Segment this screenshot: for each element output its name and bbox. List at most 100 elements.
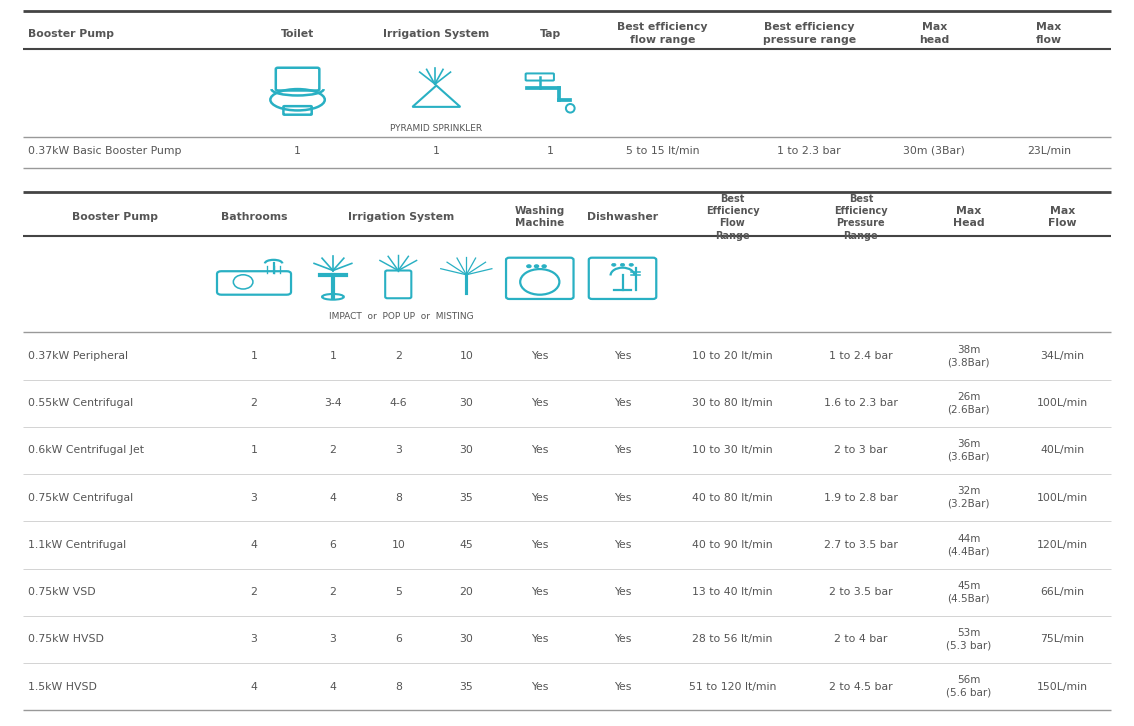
Text: 0.75kW HVSD: 0.75kW HVSD xyxy=(28,635,104,645)
Text: 2: 2 xyxy=(395,351,401,361)
Text: 1.1kW Centrifugal: 1.1kW Centrifugal xyxy=(28,540,126,550)
Text: 2: 2 xyxy=(330,587,337,597)
Text: 2: 2 xyxy=(251,399,257,408)
Circle shape xyxy=(526,265,531,268)
Text: 30: 30 xyxy=(459,399,473,408)
Text: 45m
(4.5Bar): 45m (4.5Bar) xyxy=(948,581,990,603)
Text: Max
Head: Max Head xyxy=(953,206,984,229)
Text: Max
head: Max head xyxy=(920,23,949,45)
Text: 38m
(3.8Bar): 38m (3.8Bar) xyxy=(948,345,990,367)
Text: Max
flow: Max flow xyxy=(1035,23,1061,45)
Text: 10: 10 xyxy=(391,540,405,550)
Text: 45: 45 xyxy=(459,540,473,550)
Text: Irrigation System: Irrigation System xyxy=(383,28,490,38)
Text: Yes: Yes xyxy=(531,682,549,692)
Text: Yes: Yes xyxy=(613,493,632,502)
Text: 30: 30 xyxy=(459,446,473,455)
Text: 40L/min: 40L/min xyxy=(1040,446,1084,455)
Text: 0.37kW Basic Booster Pump: 0.37kW Basic Booster Pump xyxy=(28,146,181,156)
Text: 2: 2 xyxy=(330,446,337,455)
Text: 2: 2 xyxy=(251,587,257,597)
Text: Yes: Yes xyxy=(531,351,549,361)
Text: Booster Pump: Booster Pump xyxy=(28,28,115,38)
Text: Yes: Yes xyxy=(613,446,632,455)
Text: 32m
(3.2Bar): 32m (3.2Bar) xyxy=(948,486,990,509)
Text: 1.6 to 2.3 bar: 1.6 to 2.3 bar xyxy=(824,399,898,408)
Text: 26m
(2.6Bar): 26m (2.6Bar) xyxy=(948,392,990,415)
Text: Best efficiency
flow range: Best efficiency flow range xyxy=(617,23,708,45)
Text: 3: 3 xyxy=(395,446,401,455)
Text: 30m (3Bar): 30m (3Bar) xyxy=(904,146,965,156)
Text: Washing
Machine: Washing Machine xyxy=(515,206,565,229)
Text: 1: 1 xyxy=(294,146,301,156)
Text: 40 to 80 lt/min: 40 to 80 lt/min xyxy=(692,493,772,502)
Text: 2 to 4.5 bar: 2 to 4.5 bar xyxy=(829,682,892,692)
Text: Yes: Yes xyxy=(613,540,632,550)
Text: Best efficiency
pressure range: Best efficiency pressure range xyxy=(763,23,856,45)
Text: 0.55kW Centrifugal: 0.55kW Centrifugal xyxy=(28,399,134,408)
Text: Yes: Yes xyxy=(531,446,549,455)
Text: 44m
(4.4Bar): 44m (4.4Bar) xyxy=(948,534,990,556)
Text: 0.75kW Centrifugal: 0.75kW Centrifugal xyxy=(28,493,134,502)
Text: 30: 30 xyxy=(459,635,473,645)
Text: 2 to 4 bar: 2 to 4 bar xyxy=(835,635,888,645)
Text: 1: 1 xyxy=(433,146,440,156)
Text: 5 to 15 lt/min: 5 to 15 lt/min xyxy=(626,146,699,156)
Text: 23L/min: 23L/min xyxy=(1026,146,1070,156)
Circle shape xyxy=(611,264,616,266)
Text: 0.6kW Centrifugal Jet: 0.6kW Centrifugal Jet xyxy=(28,446,144,455)
Text: 35: 35 xyxy=(459,493,473,502)
Text: 66L/min: 66L/min xyxy=(1040,587,1084,597)
Text: 40 to 90 lt/min: 40 to 90 lt/min xyxy=(692,540,772,550)
Text: 3: 3 xyxy=(330,635,337,645)
Text: 36m
(3.6Bar): 36m (3.6Bar) xyxy=(948,439,990,462)
Text: 150L/min: 150L/min xyxy=(1036,682,1088,692)
Text: 0.75kW VSD: 0.75kW VSD xyxy=(28,587,95,597)
Text: 1.5kW HVSD: 1.5kW HVSD xyxy=(28,682,98,692)
Text: Dishwasher: Dishwasher xyxy=(587,212,658,222)
Text: Yes: Yes xyxy=(613,682,632,692)
Text: 35: 35 xyxy=(459,682,473,692)
Text: 6: 6 xyxy=(395,635,401,645)
Text: 51 to 120 lt/min: 51 to 120 lt/min xyxy=(688,682,776,692)
Text: IMPACT  or  POP UP  or  MISTING: IMPACT or POP UP or MISTING xyxy=(329,311,473,321)
Text: 1: 1 xyxy=(330,351,337,361)
Text: 10: 10 xyxy=(459,351,473,361)
Text: Yes: Yes xyxy=(531,635,549,645)
Text: 56m
(5.6 bar): 56m (5.6 bar) xyxy=(946,675,991,698)
Text: 1 to 2.3 bar: 1 to 2.3 bar xyxy=(778,146,841,156)
Text: 13 to 40 lt/min: 13 to 40 lt/min xyxy=(692,587,772,597)
Text: Bathrooms: Bathrooms xyxy=(221,212,287,222)
Text: 34L/min: 34L/min xyxy=(1040,351,1084,361)
Text: 2.7 to 3.5 bar: 2.7 to 3.5 bar xyxy=(824,540,898,550)
Text: 1: 1 xyxy=(251,351,257,361)
Text: 20: 20 xyxy=(459,587,473,597)
Text: 2 to 3.5 bar: 2 to 3.5 bar xyxy=(829,587,892,597)
Text: 3: 3 xyxy=(251,493,257,502)
Text: Best
Efficiency
Pressure
Range: Best Efficiency Pressure Range xyxy=(835,194,888,241)
Text: 10 to 30 lt/min: 10 to 30 lt/min xyxy=(692,446,772,455)
Text: 6: 6 xyxy=(330,540,337,550)
Text: 10 to 20 lt/min: 10 to 20 lt/min xyxy=(692,351,772,361)
Text: 4: 4 xyxy=(251,682,257,692)
Text: Yes: Yes xyxy=(613,351,632,361)
Text: Yes: Yes xyxy=(613,635,632,645)
Text: Yes: Yes xyxy=(531,540,549,550)
Text: 28 to 56 lt/min: 28 to 56 lt/min xyxy=(692,635,772,645)
Text: 53m
(5.3 bar): 53m (5.3 bar) xyxy=(946,628,991,650)
Text: 8: 8 xyxy=(395,493,401,502)
Text: 3: 3 xyxy=(251,635,257,645)
Text: Booster Pump: Booster Pump xyxy=(73,212,159,222)
Text: 1.9 to 2.8 bar: 1.9 to 2.8 bar xyxy=(824,493,898,502)
Circle shape xyxy=(629,264,634,266)
Text: Yes: Yes xyxy=(531,493,549,502)
Circle shape xyxy=(620,264,625,266)
Text: 100L/min: 100L/min xyxy=(1036,399,1088,408)
Text: Best
Efficiency
Flow
Range: Best Efficiency Flow Range xyxy=(705,194,760,241)
Text: 4: 4 xyxy=(330,682,337,692)
Text: 1: 1 xyxy=(251,446,257,455)
Text: Tap: Tap xyxy=(540,28,561,38)
Circle shape xyxy=(542,265,547,268)
Text: Max
Flow: Max Flow xyxy=(1048,206,1076,229)
Text: 4-6: 4-6 xyxy=(389,399,407,408)
